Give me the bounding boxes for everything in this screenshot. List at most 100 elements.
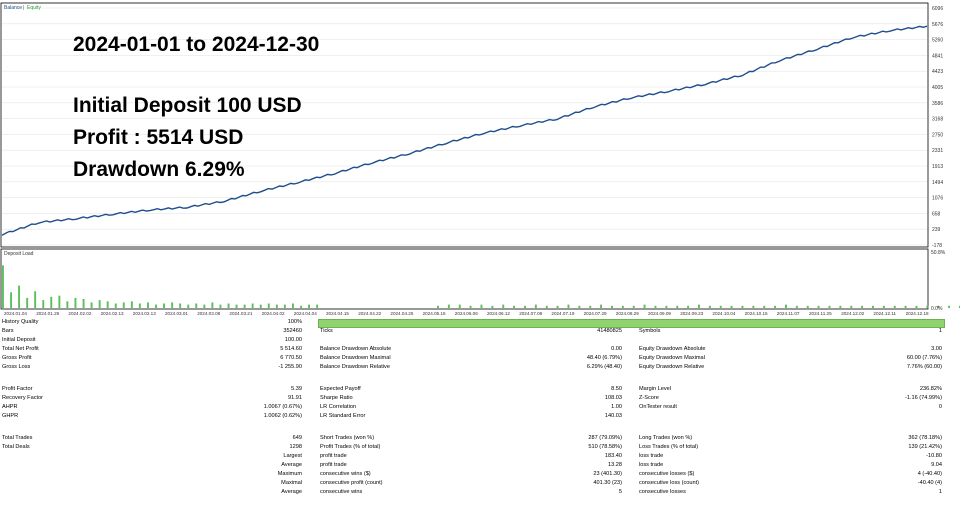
y-tick-label: 2750 bbox=[932, 132, 943, 138]
deposit-load-bar bbox=[893, 305, 896, 308]
stat-label: LR Correlation bbox=[320, 404, 357, 410]
stats-row: AHPR 1.0067 (0.67%) LR Correlation 1.00 … bbox=[0, 403, 945, 412]
deposit-load-chart: Deposit Load 50.8% 0.0% 2024.01.04 2024.0… bbox=[0, 248, 960, 316]
load-ytick-bottom: 0.0% bbox=[931, 306, 943, 312]
stat-value: 13.28 bbox=[608, 462, 622, 468]
y-tick-label: 4005 bbox=[932, 85, 943, 91]
deposit-load-bar bbox=[915, 305, 918, 308]
stat-label: Maximal bbox=[281, 480, 302, 486]
stat-value: 649 bbox=[292, 435, 302, 441]
deposit-load-bar bbox=[90, 302, 93, 308]
deposit-load-bar bbox=[74, 297, 77, 308]
stat-value: 236.82% bbox=[919, 386, 942, 392]
x-tick-label: 2024.09.09 bbox=[648, 311, 671, 316]
x-tick-label: 2024.04.02 bbox=[262, 311, 285, 316]
stat-label: Profit Trades (% of total) bbox=[320, 444, 381, 450]
x-tick-label: 2024.10.15 bbox=[745, 311, 768, 316]
x-tick-label: 2024.07.19 bbox=[551, 311, 574, 316]
x-tick-label: 2024.03.21 bbox=[229, 311, 252, 316]
y-tick-label: 2331 bbox=[932, 148, 943, 154]
deposit-load-bar bbox=[937, 305, 940, 308]
stat-value: 362 (78.18%) bbox=[908, 435, 942, 441]
stats-row: Gross Loss -1 255.90 Balance Drawdown Re… bbox=[0, 363, 945, 372]
stat-label: Largest bbox=[283, 453, 302, 459]
deposit-load-bar bbox=[227, 303, 230, 308]
deposit-load-bar bbox=[806, 305, 809, 308]
stat-value: 7.76% (60.00) bbox=[906, 364, 942, 370]
balance-chart: 6096 5676 5260 4841 4423 4005 3586 3168 2750 2331… bbox=[0, 2, 943, 249]
deposit-load-bar bbox=[763, 305, 766, 308]
stats-row: Total Trades 649 Short Trades (won %) 28… bbox=[0, 434, 945, 443]
banner-profit: Profit : 5514 USD bbox=[73, 126, 244, 149]
stats-row: Profit Factor 5.39 Expected Payoff 8.50 … bbox=[0, 385, 945, 394]
stat-label: Total Trades bbox=[2, 435, 33, 441]
x-tick-label: 2024.06.12 bbox=[487, 311, 510, 316]
y-tick-label: 3586 bbox=[932, 101, 943, 107]
deposit-load-bar bbox=[26, 297, 29, 308]
x-tick-label: 2024.12.18 bbox=[906, 311, 929, 316]
stat-label: Margin Level bbox=[639, 386, 672, 392]
deposit-load-bar bbox=[926, 305, 929, 308]
stat-value: 5 514.60 bbox=[280, 346, 302, 352]
stat-value: -1.16 (74.99%) bbox=[904, 395, 942, 401]
deposit-load-bar bbox=[611, 305, 613, 308]
deposit-load-bar bbox=[171, 302, 174, 308]
y-tick-label: 5260 bbox=[932, 38, 943, 44]
stat-label: Bars bbox=[2, 328, 14, 334]
y-tick-label: 1913 bbox=[932, 164, 943, 170]
x-tick-label: 2024.06.06 bbox=[455, 311, 478, 316]
deposit-load-bar bbox=[524, 305, 526, 308]
stat-value: 5 bbox=[618, 489, 622, 495]
deposit-load-bar bbox=[292, 303, 294, 308]
stat-value: 6 770.50 bbox=[280, 355, 302, 361]
deposit-load-bar bbox=[469, 305, 472, 308]
balance-gridlines bbox=[2, 7, 927, 246]
stat-value: 401.30 (23) bbox=[593, 480, 622, 486]
stats-row: Gross Profit 6 770.50 Balance Drawdown M… bbox=[0, 354, 945, 363]
stat-label: consecutive losses bbox=[639, 489, 686, 495]
deposit-load-bar bbox=[130, 301, 133, 308]
deposit-load-bar bbox=[817, 305, 820, 308]
load-ytick-top: 50.8% bbox=[931, 250, 946, 256]
stat-label: LR Standard Error bbox=[320, 413, 366, 419]
stat-value: 5.39 bbox=[291, 386, 302, 392]
x-axis-ticks: 2024.01.04 2024.01.29 2024.02.02 2024.02.13… bbox=[4, 311, 929, 316]
stats-row: Largest profit trade 183.40 loss trade -… bbox=[0, 452, 945, 461]
stat-value: 352460 bbox=[283, 328, 302, 334]
deposit-load-bar bbox=[267, 303, 270, 308]
deposit-load-label: Deposit Load bbox=[4, 251, 34, 257]
y-tick-label: 658 bbox=[932, 211, 941, 217]
deposit-load-bar bbox=[308, 304, 311, 308]
deposit-load-bar bbox=[283, 304, 286, 308]
stat-label: Z-Score bbox=[639, 395, 659, 401]
stat-label: profit trade bbox=[320, 453, 347, 459]
deposit-load-bar bbox=[275, 304, 278, 308]
stat-label: consecutive wins ($) bbox=[320, 471, 371, 477]
x-tick-label: 2024.12.02 bbox=[841, 311, 864, 316]
deposit-load-bar bbox=[589, 305, 592, 308]
stat-value: 41480825 bbox=[597, 328, 622, 334]
stat-label: Initial Deposit bbox=[2, 337, 36, 343]
stat-value: 100.00 bbox=[284, 337, 302, 343]
stat-label: Equity Drawdown Maximal bbox=[639, 355, 705, 361]
stat-value: 91.91 bbox=[288, 395, 302, 401]
deposit-load-bar bbox=[578, 305, 581, 308]
y-tick-label: 6096 bbox=[932, 6, 943, 12]
deposit-load-bar bbox=[458, 304, 461, 308]
stat-value: 8.50 bbox=[611, 386, 622, 392]
stat-label: Total Net Profit bbox=[2, 346, 39, 352]
stat-value: 100% bbox=[287, 319, 302, 325]
deposit-load-bar bbox=[235, 304, 238, 308]
deposit-load-bar bbox=[155, 304, 158, 308]
stat-label: consecutive losses ($) bbox=[639, 471, 695, 477]
stat-label: GHPR bbox=[2, 413, 19, 419]
stat-label: Average bbox=[281, 462, 302, 468]
stat-value: 60.00 (7.76%) bbox=[906, 355, 942, 361]
x-tick-label: 2024.02.13 bbox=[101, 311, 124, 316]
stats-row: Average consecutive wins 5 consecutive l… bbox=[0, 488, 945, 497]
x-tick-label: 2024.04.04 bbox=[294, 311, 317, 316]
deposit-load-bar bbox=[491, 305, 494, 308]
x-tick-label: 2024.08.29 bbox=[616, 311, 639, 316]
deposit-load-bar bbox=[632, 305, 635, 308]
stats-row: Maximum consecutive wins ($) 23 (401.30)… bbox=[0, 470, 945, 479]
